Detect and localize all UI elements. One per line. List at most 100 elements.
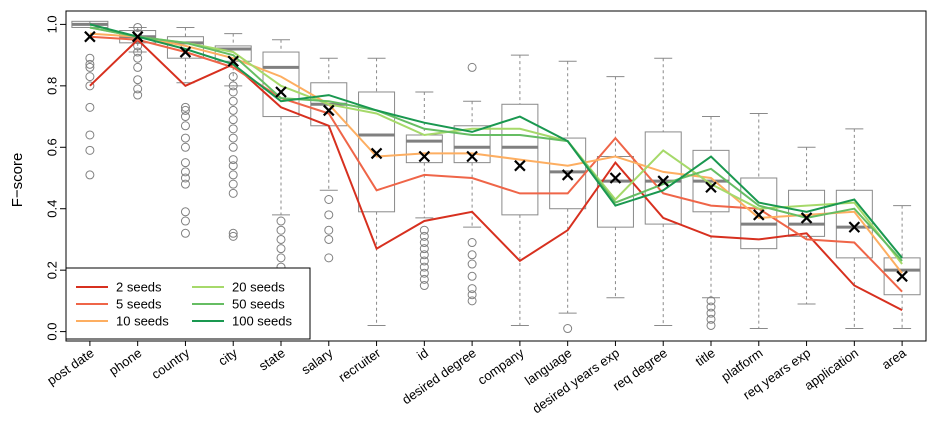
mean-marker-stroke xyxy=(848,221,861,233)
y-tick-label: 1.0 xyxy=(45,15,60,33)
y-tick-label: 0.4 xyxy=(45,200,60,218)
outlier-point xyxy=(133,62,143,72)
outlier-point xyxy=(228,124,238,134)
box xyxy=(358,91,396,213)
outlier-point xyxy=(228,161,238,171)
outlier-point xyxy=(276,253,286,263)
boxplot xyxy=(405,91,443,291)
outlier-point xyxy=(228,231,238,241)
legend-item: 2 seeds xyxy=(76,280,162,295)
box xyxy=(740,177,778,250)
outlier-point xyxy=(276,225,286,235)
mean-marker-stroke xyxy=(514,159,526,172)
plot-frame xyxy=(65,10,927,342)
mean-marker xyxy=(561,169,574,181)
legend-label: 20 seeds xyxy=(232,280,285,295)
y-tick-label: 0.2 xyxy=(45,261,60,279)
boxplot xyxy=(501,54,539,326)
box xyxy=(405,134,443,164)
series-line xyxy=(89,23,903,259)
outlier-point xyxy=(85,72,95,82)
outlier-point xyxy=(706,314,716,324)
outlier-point xyxy=(133,90,143,100)
outlier-point xyxy=(180,207,190,217)
outlier-point xyxy=(180,133,190,143)
outlier-point xyxy=(419,268,429,278)
outlier-point xyxy=(706,296,716,306)
outlier-point xyxy=(276,244,286,254)
legend-label: 10 seeds xyxy=(116,314,169,329)
outlier-point xyxy=(228,155,238,165)
series-line xyxy=(89,26,903,265)
series-line xyxy=(89,32,903,274)
boxplot xyxy=(596,76,634,299)
outlier-point xyxy=(85,130,95,140)
outlier-point xyxy=(228,142,238,152)
boxplot xyxy=(453,62,491,306)
outlier-point xyxy=(467,271,477,281)
legend-item: 5 seeds xyxy=(76,297,162,312)
mean-marker xyxy=(275,86,287,98)
outlier-point xyxy=(324,210,334,220)
x-tick-label: recruiter xyxy=(336,345,384,385)
boxplot xyxy=(883,205,921,330)
outlier-point xyxy=(419,250,429,260)
y-tick-label: 0.6 xyxy=(45,138,60,156)
series-line xyxy=(89,35,903,293)
outlier-point xyxy=(419,238,429,248)
mean-marker xyxy=(657,175,670,187)
mean-marker-stroke xyxy=(84,30,96,43)
outlier-point xyxy=(228,96,238,106)
x-tick-label: req degree xyxy=(610,345,670,393)
outlier-point xyxy=(228,87,238,97)
outlier-point xyxy=(228,115,238,125)
outlier-point xyxy=(419,281,429,291)
outlier-point xyxy=(228,179,238,189)
outlier-point xyxy=(706,320,716,330)
outlier-point xyxy=(228,72,238,82)
outlier-point xyxy=(180,105,190,115)
outlier-point xyxy=(133,41,143,51)
outlier-point xyxy=(228,105,238,115)
outlier-point xyxy=(228,170,238,180)
mean-marker xyxy=(179,46,192,58)
outlier-point xyxy=(467,259,477,269)
x-tick-label: desired years exp xyxy=(529,345,622,416)
x-tick-label: desired degree xyxy=(399,345,479,407)
y-tick-label: 0.0 xyxy=(45,323,60,341)
mean-marker xyxy=(131,30,144,43)
x-tick-label: company xyxy=(475,345,527,388)
outlier-point xyxy=(419,274,429,284)
mean-marker-stroke xyxy=(752,209,765,221)
outlier-point xyxy=(133,22,143,32)
outlier-point xyxy=(180,112,190,122)
mean-marker xyxy=(84,30,96,43)
series-lines xyxy=(89,23,903,311)
boxplot xyxy=(644,57,682,326)
mean-marker-stroke xyxy=(705,181,717,193)
legend-item: 100 seeds xyxy=(192,314,292,329)
x-tick-label: area xyxy=(879,345,910,373)
legend-label: 5 seeds xyxy=(116,297,162,312)
outlier-point xyxy=(133,84,143,94)
mean-marker xyxy=(227,55,240,68)
outlier-point xyxy=(419,262,429,272)
mean-marker-stroke xyxy=(322,104,335,117)
outlier-point xyxy=(85,81,95,91)
boxplot xyxy=(262,39,300,272)
box xyxy=(596,155,634,228)
mean-marker xyxy=(466,150,478,163)
mean-marker-stroke xyxy=(227,55,240,68)
mean-marker-stroke xyxy=(131,30,144,43)
x-tick-label: application xyxy=(802,345,862,393)
outlier-point xyxy=(85,102,95,112)
x-axis: post date phone country city state salary recr… xyxy=(44,341,909,416)
mean-marker-stroke xyxy=(800,212,813,224)
box xyxy=(262,51,300,118)
mean-marker xyxy=(752,209,765,221)
y-tick-label: 0.8 xyxy=(45,77,60,95)
boxplot xyxy=(549,60,587,334)
legend-label: 50 seeds xyxy=(232,297,285,312)
outlier-point xyxy=(324,253,334,263)
